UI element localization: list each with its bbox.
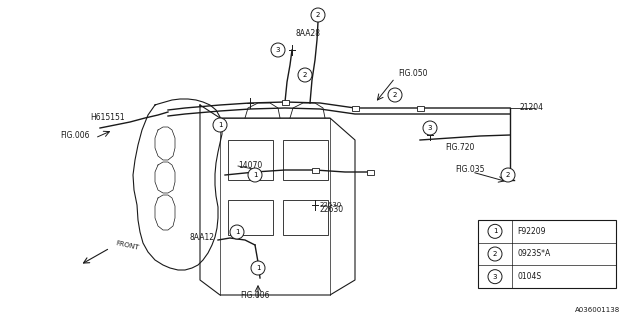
Text: FIG.720: FIG.720 xyxy=(445,143,474,153)
Text: 2: 2 xyxy=(393,92,397,98)
Text: A036001138: A036001138 xyxy=(575,307,620,313)
Text: 2: 2 xyxy=(303,72,307,78)
Text: 14070: 14070 xyxy=(238,161,262,170)
Text: 2: 2 xyxy=(493,251,497,257)
Text: H615151: H615151 xyxy=(90,114,125,123)
Bar xyxy=(351,106,358,110)
Text: 22630: 22630 xyxy=(320,205,344,214)
Text: 3: 3 xyxy=(276,47,280,53)
Text: 1: 1 xyxy=(493,228,497,234)
Text: 21204: 21204 xyxy=(520,103,544,113)
Text: 2: 2 xyxy=(506,172,510,178)
Text: 1: 1 xyxy=(256,265,260,271)
Circle shape xyxy=(423,121,437,135)
Circle shape xyxy=(213,118,227,132)
Text: 0104S: 0104S xyxy=(517,272,541,281)
Text: 1: 1 xyxy=(218,122,222,128)
Circle shape xyxy=(488,224,502,238)
Text: FIG.006: FIG.006 xyxy=(60,131,90,140)
Bar xyxy=(367,170,374,174)
Circle shape xyxy=(298,68,312,82)
Bar xyxy=(478,220,616,288)
Text: 1: 1 xyxy=(253,172,257,178)
Circle shape xyxy=(271,43,285,57)
Circle shape xyxy=(230,225,244,239)
Bar xyxy=(417,106,424,110)
Bar xyxy=(283,200,328,235)
Bar xyxy=(228,140,273,180)
Text: FIG.050: FIG.050 xyxy=(398,68,428,77)
Bar xyxy=(228,200,273,235)
Circle shape xyxy=(311,8,325,22)
Text: FIG.006: FIG.006 xyxy=(240,291,269,300)
Circle shape xyxy=(488,247,502,261)
Text: 3: 3 xyxy=(428,125,432,131)
Text: 3: 3 xyxy=(493,274,497,280)
Text: 2: 2 xyxy=(316,12,320,18)
Text: 0923S*A: 0923S*A xyxy=(517,250,550,259)
Text: 1: 1 xyxy=(235,229,239,235)
Circle shape xyxy=(251,261,265,275)
Circle shape xyxy=(388,88,402,102)
Text: F92209: F92209 xyxy=(517,227,545,236)
Circle shape xyxy=(488,270,502,284)
Circle shape xyxy=(501,168,515,182)
Bar xyxy=(312,167,319,172)
Text: FIG.035: FIG.035 xyxy=(455,165,484,174)
Circle shape xyxy=(248,168,262,182)
Text: 8AA12: 8AA12 xyxy=(190,233,215,242)
Bar xyxy=(282,100,289,105)
Text: 8AA28: 8AA28 xyxy=(295,28,320,37)
Text: FRONT: FRONT xyxy=(115,240,140,250)
Bar xyxy=(283,140,328,180)
Text: 22630: 22630 xyxy=(320,202,342,208)
